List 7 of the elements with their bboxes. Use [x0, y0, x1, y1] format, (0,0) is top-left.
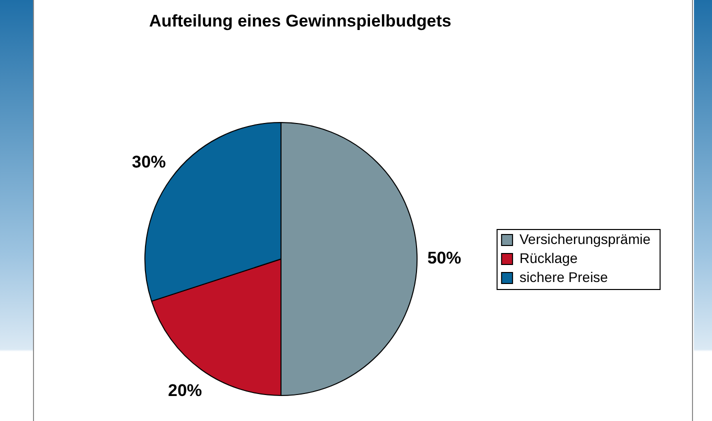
- data-label: 20%: [168, 381, 202, 400]
- data-label: 30%: [132, 152, 166, 172]
- legend-label: Versicherungsprämie: [520, 230, 651, 247]
- chart-title: Aufteilung eines Gewinnspielbudgets: [149, 12, 452, 31]
- legend-label: Rücklage: [520, 250, 578, 266]
- legend-label: sichere Preise: [520, 268, 608, 285]
- data-label: 50%: [427, 248, 462, 268]
